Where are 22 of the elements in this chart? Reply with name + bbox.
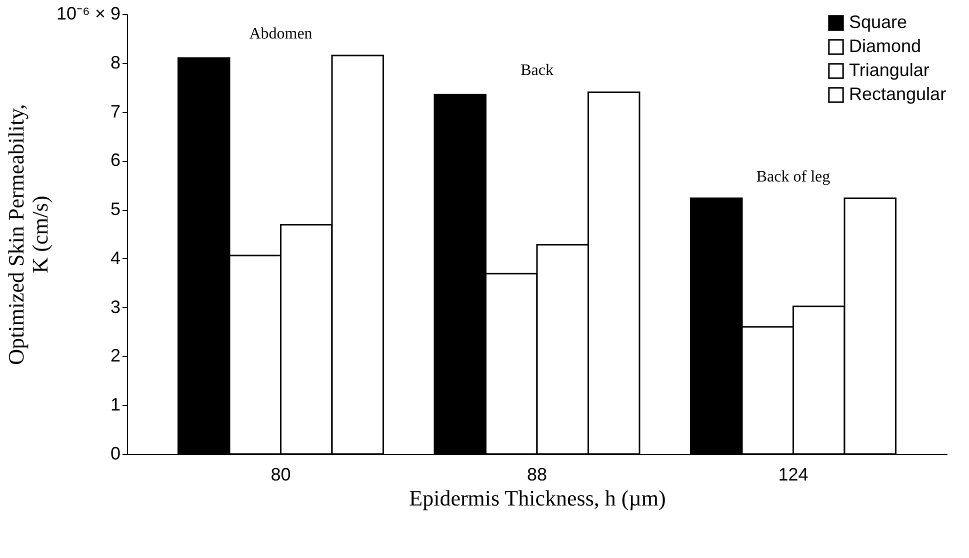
legend-label: Square	[849, 12, 908, 32]
legend-label: Rectangular	[849, 84, 946, 104]
y-axis-title: Optimized Skin Permeability, K (cm/s)	[4, 104, 53, 365]
y-tick-label: 3	[110, 296, 120, 317]
y-tick-label: 10⁻⁶ × 9	[56, 4, 120, 24]
y-tick-label: 6	[110, 150, 120, 170]
annotation: Back of leg	[756, 168, 830, 186]
legend-label: Triangular	[849, 60, 930, 80]
y-tick-label: 7	[110, 101, 120, 122]
legend-label: Diamond	[849, 36, 922, 56]
y-tick-label: 2	[110, 346, 120, 366]
y-tick-label: 1	[110, 394, 120, 415]
annotation: Back	[520, 62, 554, 80]
y-tick-label: 8	[110, 52, 120, 72]
x-tick-label: 124	[778, 464, 808, 484]
x-tick-label: 80	[270, 464, 291, 484]
annotation: Abdomen	[249, 26, 312, 43]
y-tick-label: 4	[110, 248, 120, 268]
y-tick-label: 0	[110, 444, 120, 464]
x-tick-label: 88	[526, 464, 548, 484]
y-tick-label: 5	[110, 199, 120, 220]
x-axis-title: Epidermis Thickness, h (µm)	[409, 486, 666, 510]
